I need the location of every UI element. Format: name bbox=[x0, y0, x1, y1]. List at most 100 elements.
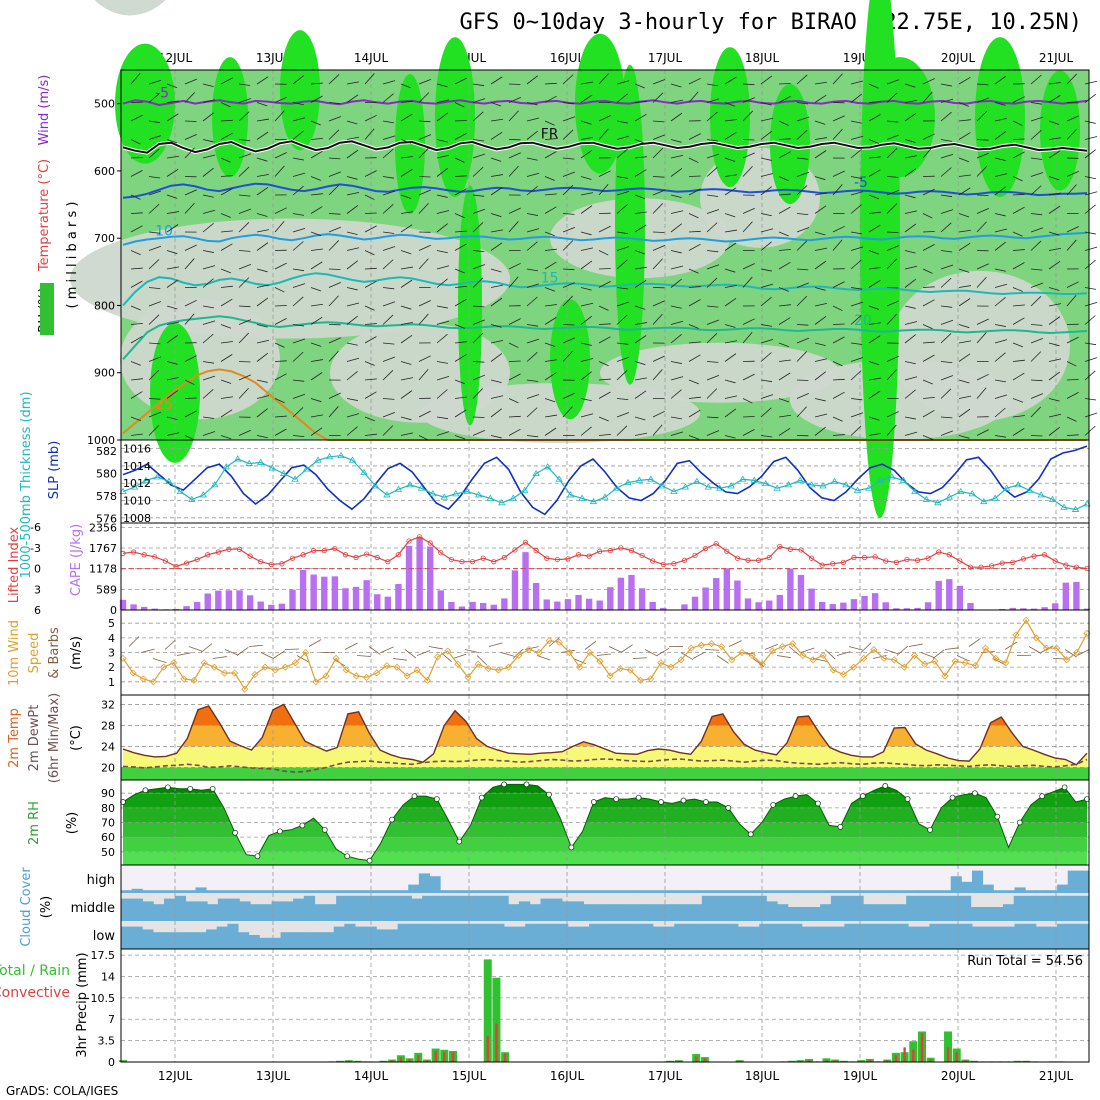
wind-barb bbox=[850, 370, 862, 381]
thickness-marker bbox=[624, 478, 632, 486]
lifted-index-marker bbox=[554, 556, 560, 563]
wind-barb bbox=[526, 324, 539, 327]
y-tick-label: 589 bbox=[96, 583, 117, 596]
cloud-cell bbox=[1002, 904, 1015, 921]
wind-barb bbox=[724, 213, 736, 218]
wind-speed-marker bbox=[626, 666, 634, 674]
wind-barb bbox=[346, 247, 360, 251]
wind-barb bbox=[364, 170, 377, 177]
precip-convective-bar bbox=[677, 1060, 681, 1062]
wind-barb bbox=[850, 191, 864, 196]
wind-barb bbox=[328, 171, 342, 177]
lifted-index-marker bbox=[427, 540, 433, 546]
wind-barb bbox=[1084, 259, 1096, 270]
cloud-cell bbox=[652, 926, 665, 949]
wind-speed-marker bbox=[961, 659, 969, 667]
cloud-cell bbox=[884, 904, 896, 921]
wind-barb bbox=[1066, 379, 1079, 381]
wind-barb bbox=[904, 223, 917, 233]
cloud-cell bbox=[684, 890, 696, 893]
wind-barb bbox=[562, 337, 575, 344]
wind-barb bbox=[724, 435, 736, 439]
wind-barb bbox=[634, 250, 646, 255]
cloud-cell bbox=[323, 890, 335, 893]
wind-barb bbox=[220, 354, 233, 362]
cloud-cell bbox=[589, 890, 601, 893]
wind-barb bbox=[202, 278, 214, 288]
wind-barb bbox=[1012, 231, 1023, 237]
lifted-index-marker bbox=[247, 553, 253, 559]
thickness-marker bbox=[681, 483, 690, 490]
wind-barb bbox=[796, 406, 807, 418]
cloud-cell bbox=[271, 901, 283, 921]
wind-barb bbox=[1030, 337, 1044, 344]
wind-barb bbox=[580, 247, 594, 251]
wind-barb bbox=[652, 79, 666, 85]
thickness-marker bbox=[142, 476, 150, 483]
lifted-index-marker bbox=[395, 552, 402, 558]
precip-total-bar bbox=[483, 959, 492, 1062]
wind-barb bbox=[328, 157, 341, 160]
wind-barb bbox=[238, 319, 252, 325]
wind-barb bbox=[148, 93, 160, 103]
lifted-index-marker bbox=[194, 556, 200, 563]
wind-barb bbox=[130, 280, 143, 288]
cloud-cell bbox=[812, 890, 824, 893]
wind-speed-marker bbox=[728, 656, 736, 664]
wind-barb bbox=[706, 361, 719, 363]
ylabel-wind-barbs: & Barbs bbox=[47, 627, 62, 679]
wind-barb bbox=[598, 268, 611, 270]
wind-barb bbox=[464, 649, 479, 654]
cloud-cell bbox=[325, 904, 337, 921]
wind-barb bbox=[472, 98, 486, 103]
wind-barb bbox=[598, 391, 611, 399]
wind-barb bbox=[1030, 157, 1043, 160]
wind-barb bbox=[274, 342, 285, 348]
wind-speed-marker bbox=[707, 640, 716, 648]
cape-bar bbox=[448, 601, 455, 610]
cape-bar bbox=[543, 599, 550, 610]
wind-barb bbox=[346, 398, 358, 401]
wind-barb bbox=[220, 341, 233, 344]
cloud-cell bbox=[357, 895, 369, 921]
wind-barb bbox=[958, 408, 971, 418]
wind-speed-marker bbox=[454, 660, 462, 668]
wind-barb bbox=[778, 231, 789, 237]
thickness-marker bbox=[371, 482, 380, 489]
wind-barb bbox=[1084, 287, 1097, 290]
cape-bar bbox=[352, 586, 360, 610]
lifted-index-marker bbox=[607, 548, 613, 554]
wind-barb bbox=[850, 93, 862, 103]
cape-bar bbox=[585, 598, 593, 610]
cloud-cell bbox=[938, 895, 950, 921]
lifted-index-marker bbox=[713, 541, 719, 547]
wind-barb bbox=[716, 655, 729, 664]
cloud-cell bbox=[706, 890, 718, 893]
wind-barb bbox=[220, 379, 232, 384]
credit-label: GrADS: COLA/IGES bbox=[6, 1084, 119, 1098]
thickness-marker bbox=[566, 491, 575, 498]
wind-barb bbox=[886, 411, 899, 418]
cloud-cell bbox=[355, 926, 367, 949]
wind-barb bbox=[760, 352, 772, 362]
cloud-cell bbox=[695, 923, 707, 949]
y-tick-label: 10.5 bbox=[91, 992, 116, 1005]
cape-bar bbox=[946, 579, 953, 610]
cloud-cell bbox=[599, 890, 611, 893]
cloud-cell bbox=[1025, 890, 1037, 893]
cloud-cell bbox=[291, 890, 303, 893]
wind-barb bbox=[310, 414, 324, 418]
rh-saturated-patch bbox=[280, 30, 320, 151]
wind-barb bbox=[310, 427, 323, 436]
wind-barb bbox=[508, 360, 521, 362]
cape-bar bbox=[310, 574, 317, 610]
wind-barb bbox=[292, 157, 304, 161]
wind-barb bbox=[968, 638, 981, 647]
wind-barb bbox=[920, 652, 935, 658]
temperature-contour bbox=[122, 182, 1088, 199]
wind-barb bbox=[922, 409, 935, 418]
cloud-cell bbox=[1078, 895, 1090, 921]
wind-barb bbox=[580, 371, 592, 381]
wind-barb bbox=[670, 83, 682, 88]
wind-barb bbox=[238, 429, 251, 436]
